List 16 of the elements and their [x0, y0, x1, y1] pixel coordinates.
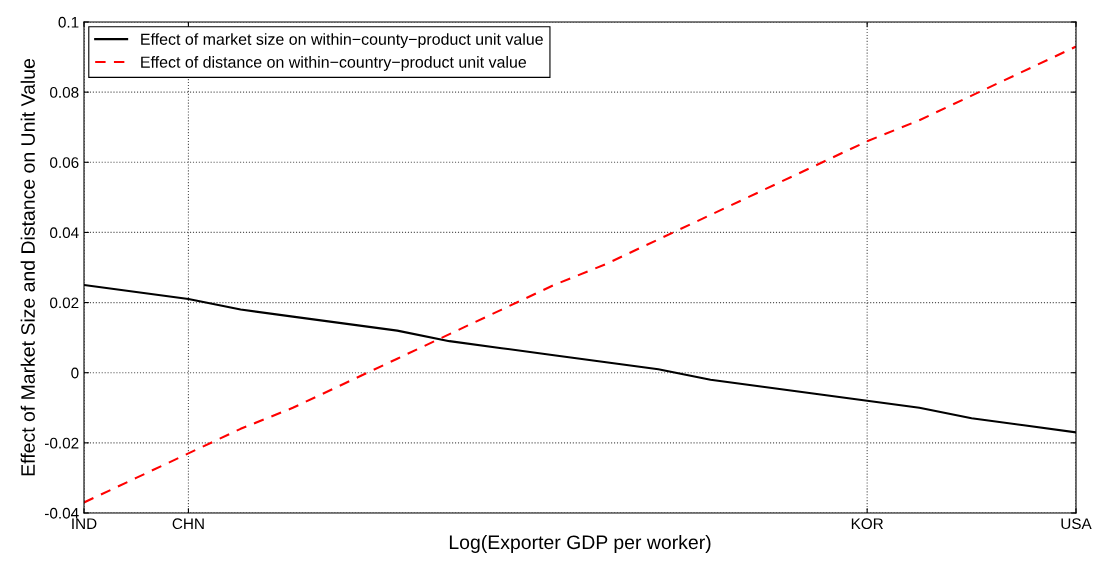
- y-tick-label: 0.02: [50, 297, 79, 309]
- x-tick-label: IND: [72, 518, 97, 529]
- legend-label: Effect of distance on within−country−product unit value: [141, 56, 527, 71]
- y-tick-label: 0.04: [50, 227, 79, 239]
- y-tick-label: 0.06: [50, 157, 79, 168]
- y-tick-label: -0.04: [45, 507, 79, 519]
- x-tick-label: KOR: [851, 518, 883, 530]
- y-axis-title: Effect of Market Size and Distance on Unit Value: [20, 59, 35, 476]
- legend-label: Effect of market size on within−county−product unit value: [141, 33, 543, 49]
- y-tick-label: -0.02: [45, 437, 79, 449]
- x-tick-label: USA: [1061, 518, 1092, 530]
- x-tick-label: CHN: [172, 518, 204, 530]
- x-axis-title: Log(Exporter GDP per worker): [449, 534, 711, 554]
- y-tick-label: 0: [71, 367, 79, 379]
- y-tick-label: 0.08: [50, 87, 79, 98]
- y-tick-label: 0.1: [58, 16, 79, 28]
